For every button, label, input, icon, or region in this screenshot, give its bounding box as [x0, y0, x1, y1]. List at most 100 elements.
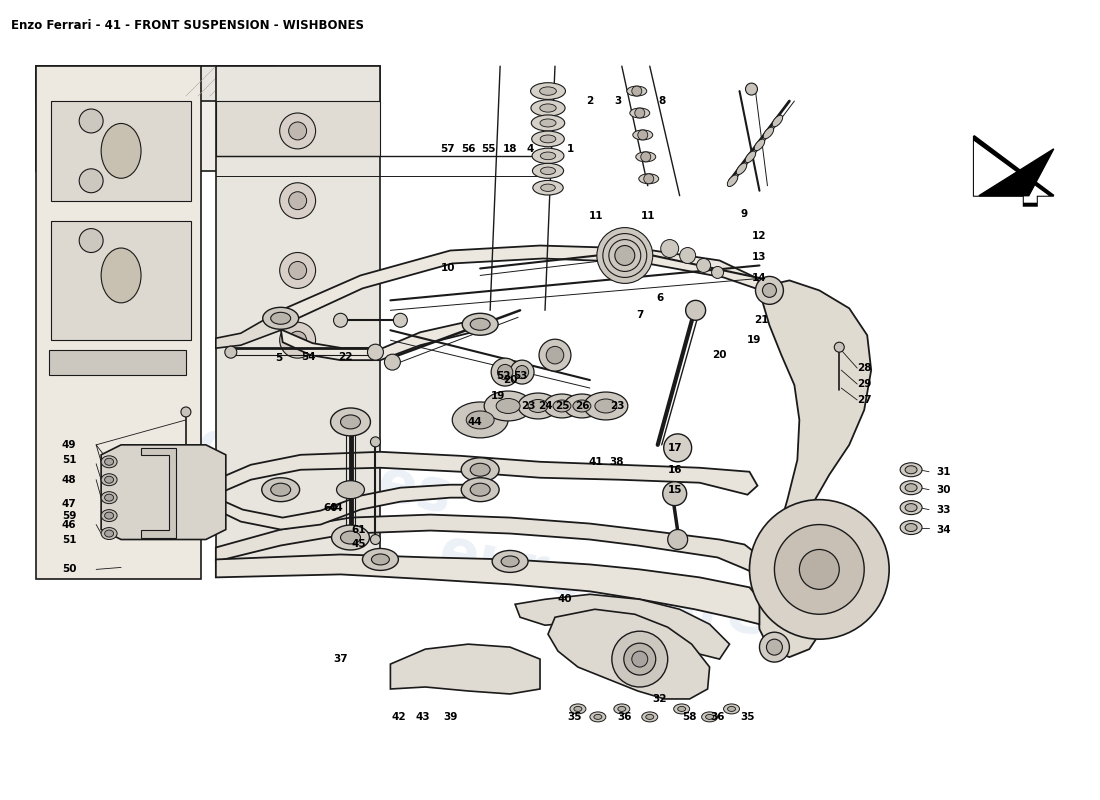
Circle shape [635, 108, 645, 118]
Ellipse shape [639, 174, 659, 184]
Ellipse shape [627, 86, 647, 96]
Ellipse shape [636, 152, 656, 162]
Circle shape [615, 246, 635, 266]
Ellipse shape [541, 184, 556, 191]
Circle shape [597, 228, 652, 283]
Text: 19: 19 [747, 335, 761, 346]
Ellipse shape [702, 712, 717, 722]
Ellipse shape [518, 393, 558, 419]
Ellipse shape [337, 481, 364, 498]
Circle shape [367, 344, 384, 360]
Ellipse shape [594, 714, 602, 719]
Circle shape [288, 122, 307, 140]
Circle shape [767, 639, 782, 655]
Polygon shape [216, 452, 758, 494]
Circle shape [516, 366, 529, 378]
Circle shape [609, 239, 641, 271]
Ellipse shape [104, 476, 113, 483]
Ellipse shape [905, 484, 917, 492]
Ellipse shape [462, 314, 498, 335]
Text: 29: 29 [857, 379, 871, 389]
Text: 38: 38 [609, 457, 624, 466]
Ellipse shape [900, 521, 922, 534]
Ellipse shape [763, 127, 773, 138]
Polygon shape [280, 318, 481, 360]
Text: 50: 50 [62, 565, 77, 574]
Text: 16: 16 [668, 465, 682, 474]
Text: 23: 23 [520, 401, 536, 411]
Text: 58: 58 [682, 712, 697, 722]
Ellipse shape [746, 151, 756, 162]
Circle shape [712, 266, 724, 278]
Circle shape [662, 482, 686, 506]
Text: 32: 32 [652, 694, 667, 704]
Text: 44: 44 [328, 502, 343, 513]
Ellipse shape [363, 549, 398, 570]
Circle shape [631, 651, 648, 667]
Ellipse shape [570, 704, 586, 714]
Ellipse shape [104, 494, 113, 501]
Ellipse shape [484, 391, 532, 421]
Text: 20: 20 [503, 375, 517, 385]
Polygon shape [216, 310, 280, 348]
Ellipse shape [673, 704, 690, 714]
Text: 17: 17 [668, 443, 682, 453]
Polygon shape [36, 66, 276, 170]
Circle shape [333, 314, 348, 327]
Text: 4: 4 [527, 144, 534, 154]
Ellipse shape [646, 714, 653, 719]
Text: eurospares: eurospares [85, 394, 458, 526]
Ellipse shape [900, 462, 922, 477]
Circle shape [279, 182, 316, 218]
Ellipse shape [101, 510, 117, 522]
Circle shape [685, 300, 705, 320]
Circle shape [288, 192, 307, 210]
Ellipse shape [905, 523, 917, 531]
Text: 39: 39 [443, 712, 458, 722]
Ellipse shape [331, 525, 370, 550]
Ellipse shape [614, 704, 630, 714]
Ellipse shape [502, 556, 519, 567]
Ellipse shape [678, 706, 685, 711]
Ellipse shape [104, 458, 113, 466]
Text: 37: 37 [333, 654, 348, 664]
Ellipse shape [900, 501, 922, 514]
Polygon shape [979, 149, 1054, 196]
Polygon shape [36, 66, 381, 101]
Text: 28: 28 [857, 363, 871, 373]
Ellipse shape [101, 474, 117, 486]
Polygon shape [280, 246, 761, 326]
Circle shape [668, 530, 688, 550]
Ellipse shape [263, 307, 298, 330]
Ellipse shape [331, 408, 371, 436]
Circle shape [834, 342, 845, 352]
Circle shape [603, 234, 647, 278]
Circle shape [680, 247, 695, 263]
Ellipse shape [470, 318, 491, 330]
Text: 53: 53 [513, 371, 527, 381]
Ellipse shape [724, 704, 739, 714]
Polygon shape [216, 66, 381, 559]
Text: 5: 5 [275, 353, 283, 363]
Text: 59: 59 [62, 510, 76, 521]
Ellipse shape [461, 478, 499, 502]
Text: 26: 26 [574, 401, 590, 411]
Circle shape [631, 86, 641, 96]
Text: 61: 61 [351, 525, 365, 534]
Text: 1: 1 [566, 144, 573, 154]
Polygon shape [974, 136, 1054, 206]
Circle shape [624, 643, 656, 675]
Text: 24: 24 [538, 401, 552, 411]
Ellipse shape [574, 706, 582, 711]
Ellipse shape [466, 411, 494, 429]
Ellipse shape [755, 139, 764, 150]
Ellipse shape [101, 492, 117, 504]
Circle shape [774, 525, 865, 614]
Ellipse shape [632, 130, 652, 140]
Text: 51: 51 [62, 454, 77, 465]
Ellipse shape [540, 104, 557, 112]
Circle shape [663, 434, 692, 462]
Ellipse shape [736, 163, 747, 174]
Ellipse shape [772, 115, 782, 126]
Ellipse shape [530, 82, 565, 99]
